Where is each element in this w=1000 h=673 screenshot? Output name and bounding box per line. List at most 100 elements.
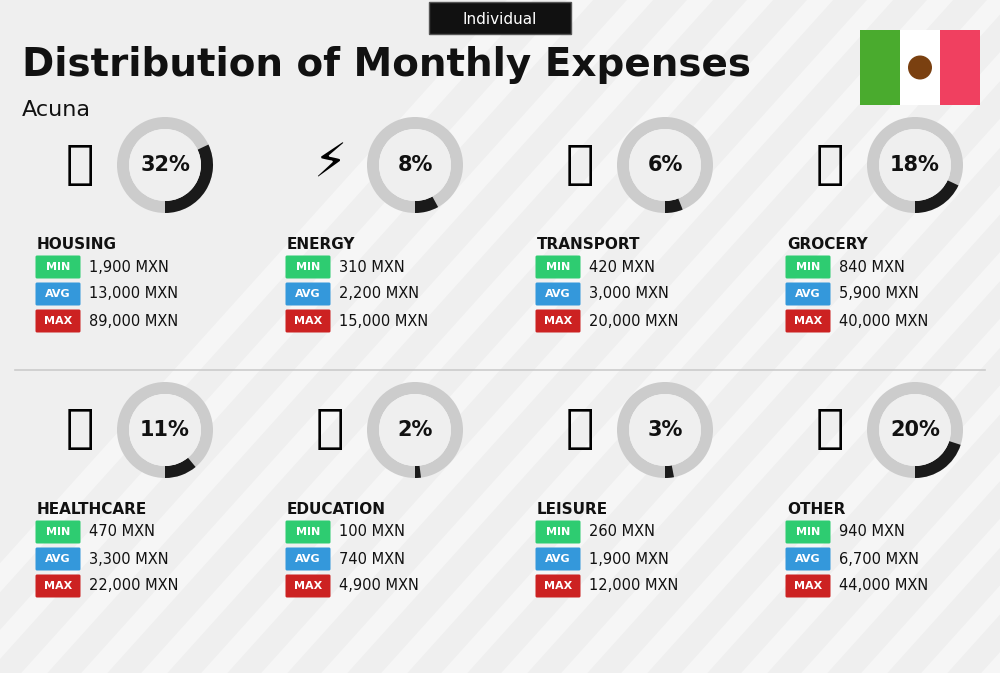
Text: AVG: AVG bbox=[545, 289, 571, 299]
FancyBboxPatch shape bbox=[536, 310, 580, 332]
Text: 🛍️: 🛍️ bbox=[566, 407, 594, 452]
Text: MIN: MIN bbox=[46, 262, 70, 272]
Wedge shape bbox=[617, 117, 713, 213]
Text: 89,000 MXN: 89,000 MXN bbox=[89, 314, 178, 328]
FancyBboxPatch shape bbox=[286, 520, 330, 544]
FancyBboxPatch shape bbox=[36, 283, 80, 306]
FancyBboxPatch shape bbox=[536, 520, 580, 544]
FancyBboxPatch shape bbox=[286, 575, 330, 598]
FancyBboxPatch shape bbox=[536, 256, 580, 279]
Text: TRANSPORT: TRANSPORT bbox=[537, 237, 640, 252]
FancyBboxPatch shape bbox=[786, 520, 830, 544]
Circle shape bbox=[908, 55, 932, 79]
Text: MAX: MAX bbox=[294, 316, 322, 326]
Text: 470 MXN: 470 MXN bbox=[89, 524, 155, 540]
Text: 310 MXN: 310 MXN bbox=[339, 260, 405, 275]
Text: 420 MXN: 420 MXN bbox=[589, 260, 655, 275]
Wedge shape bbox=[117, 117, 213, 213]
Text: ENERGY: ENERGY bbox=[287, 237, 356, 252]
Wedge shape bbox=[415, 197, 438, 213]
FancyBboxPatch shape bbox=[286, 310, 330, 332]
Text: 44,000 MXN: 44,000 MXN bbox=[839, 579, 928, 594]
Text: 🏢: 🏢 bbox=[66, 143, 94, 188]
Wedge shape bbox=[367, 382, 463, 478]
Text: HOUSING: HOUSING bbox=[37, 237, 117, 252]
Text: 32%: 32% bbox=[140, 155, 190, 175]
Text: MAX: MAX bbox=[44, 316, 72, 326]
Text: 260 MXN: 260 MXN bbox=[589, 524, 655, 540]
Text: Distribution of Monthly Expenses: Distribution of Monthly Expenses bbox=[22, 46, 751, 84]
Text: 5,900 MXN: 5,900 MXN bbox=[839, 287, 919, 302]
Text: 6,700 MXN: 6,700 MXN bbox=[839, 551, 919, 567]
Text: 15,000 MXN: 15,000 MXN bbox=[339, 314, 428, 328]
FancyBboxPatch shape bbox=[786, 548, 830, 571]
Text: 20,000 MXN: 20,000 MXN bbox=[589, 314, 678, 328]
Text: 🚌: 🚌 bbox=[566, 143, 594, 188]
Text: 👛: 👛 bbox=[816, 407, 844, 452]
Wedge shape bbox=[367, 117, 463, 213]
FancyBboxPatch shape bbox=[536, 548, 580, 571]
Text: 18%: 18% bbox=[890, 155, 940, 175]
Text: 12,000 MXN: 12,000 MXN bbox=[589, 579, 678, 594]
Text: 940 MXN: 940 MXN bbox=[839, 524, 905, 540]
Circle shape bbox=[129, 394, 201, 466]
Wedge shape bbox=[617, 382, 713, 478]
Wedge shape bbox=[665, 199, 683, 213]
Text: MIN: MIN bbox=[46, 527, 70, 537]
Text: AVG: AVG bbox=[45, 554, 71, 564]
Text: 1,900 MXN: 1,900 MXN bbox=[589, 551, 669, 567]
FancyBboxPatch shape bbox=[429, 2, 571, 34]
Text: 6%: 6% bbox=[647, 155, 683, 175]
Bar bbox=[860, 30, 900, 105]
Wedge shape bbox=[915, 180, 958, 213]
Text: 8%: 8% bbox=[397, 155, 433, 175]
Text: AVG: AVG bbox=[295, 289, 321, 299]
Text: MAX: MAX bbox=[544, 316, 572, 326]
Text: 4,900 MXN: 4,900 MXN bbox=[339, 579, 419, 594]
Text: 20%: 20% bbox=[890, 420, 940, 440]
FancyBboxPatch shape bbox=[536, 575, 580, 598]
Text: MIN: MIN bbox=[296, 262, 320, 272]
Text: LEISURE: LEISURE bbox=[537, 502, 608, 517]
Text: AVG: AVG bbox=[795, 289, 821, 299]
Circle shape bbox=[879, 394, 951, 466]
Text: 100 MXN: 100 MXN bbox=[339, 524, 405, 540]
Text: 22,000 MXN: 22,000 MXN bbox=[89, 579, 178, 594]
Text: AVG: AVG bbox=[795, 554, 821, 564]
Wedge shape bbox=[415, 466, 421, 478]
Text: 40,000 MXN: 40,000 MXN bbox=[839, 314, 928, 328]
Circle shape bbox=[629, 129, 701, 201]
Text: Individual: Individual bbox=[463, 11, 537, 26]
Text: ⚡: ⚡ bbox=[313, 143, 347, 188]
Text: MAX: MAX bbox=[794, 581, 822, 591]
Text: MAX: MAX bbox=[544, 581, 572, 591]
FancyBboxPatch shape bbox=[786, 256, 830, 279]
Text: 3,000 MXN: 3,000 MXN bbox=[589, 287, 669, 302]
Text: 840 MXN: 840 MXN bbox=[839, 260, 905, 275]
Text: Acuna: Acuna bbox=[22, 100, 91, 120]
Text: OTHER: OTHER bbox=[787, 502, 845, 517]
Text: 🛒: 🛒 bbox=[816, 143, 844, 188]
Wedge shape bbox=[665, 465, 674, 478]
Text: MAX: MAX bbox=[294, 581, 322, 591]
FancyBboxPatch shape bbox=[536, 283, 580, 306]
Text: 💗: 💗 bbox=[66, 407, 94, 452]
FancyBboxPatch shape bbox=[286, 256, 330, 279]
Text: AVG: AVG bbox=[545, 554, 571, 564]
Text: 1,900 MXN: 1,900 MXN bbox=[89, 260, 169, 275]
FancyBboxPatch shape bbox=[36, 310, 80, 332]
Text: 740 MXN: 740 MXN bbox=[339, 551, 405, 567]
FancyBboxPatch shape bbox=[786, 575, 830, 598]
FancyBboxPatch shape bbox=[36, 575, 80, 598]
FancyBboxPatch shape bbox=[36, 256, 80, 279]
Text: GROCERY: GROCERY bbox=[787, 237, 868, 252]
Circle shape bbox=[879, 129, 951, 201]
Text: MIN: MIN bbox=[546, 527, 570, 537]
Text: 🎓: 🎓 bbox=[316, 407, 344, 452]
Text: 2,200 MXN: 2,200 MXN bbox=[339, 287, 419, 302]
Circle shape bbox=[129, 129, 201, 201]
Wedge shape bbox=[867, 117, 963, 213]
Bar bbox=[900, 30, 940, 105]
Circle shape bbox=[629, 394, 701, 466]
Text: MIN: MIN bbox=[546, 262, 570, 272]
